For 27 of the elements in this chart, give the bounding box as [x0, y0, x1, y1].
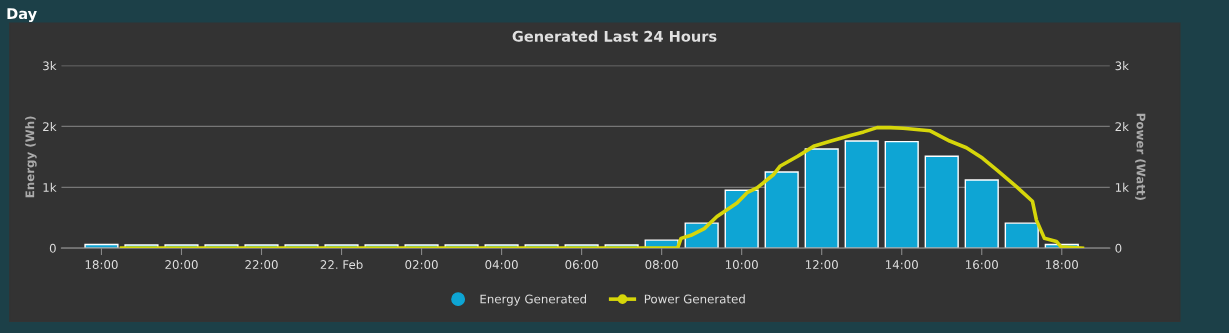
- y2-tick-label: 1k: [1115, 182, 1129, 192]
- x-tick-label: 16:00: [966, 260, 998, 270]
- x-tick-label: 08:00: [645, 260, 678, 270]
- x-tick-label: 22:00: [245, 260, 278, 270]
- y-tick-label: 0: [49, 243, 56, 253]
- x-tick-label: 06:00: [565, 260, 598, 270]
- x-tick-label: 18:00: [85, 260, 118, 270]
- y2-tick-label: 0: [1115, 243, 1122, 253]
- y-tick-label: 2k: [43, 121, 57, 131]
- y2-axis-title: Power (Watt): [1135, 113, 1146, 200]
- x-tick-label: 14:00: [886, 260, 918, 270]
- x-tick-label: 02:00: [405, 260, 438, 270]
- x-tick-label: 04:00: [485, 260, 518, 270]
- y-tick-label: 3k: [43, 61, 57, 71]
- y2-tick-label: 2k: [1115, 121, 1129, 131]
- x-tick-label: 20:00: [165, 260, 198, 270]
- legend-label: Energy Generated: [480, 294, 587, 306]
- chart-title: Generated Last 24 Hours: [512, 30, 717, 42]
- x-tick-label: 18:00: [1046, 260, 1078, 270]
- y2-tick-label: 3k: [1115, 61, 1129, 71]
- text: Day: [7, 8, 37, 23]
- y-tick-label: 1k: [43, 182, 57, 192]
- x-tick-label: 12:00: [805, 260, 838, 270]
- legend-label: Power Generated: [644, 294, 745, 304]
- x-tick-label: 22. Feb: [320, 259, 363, 270]
- x-tick-label: 10:00: [725, 260, 758, 270]
- y-axis-title: Energy (Wh): [25, 116, 37, 198]
